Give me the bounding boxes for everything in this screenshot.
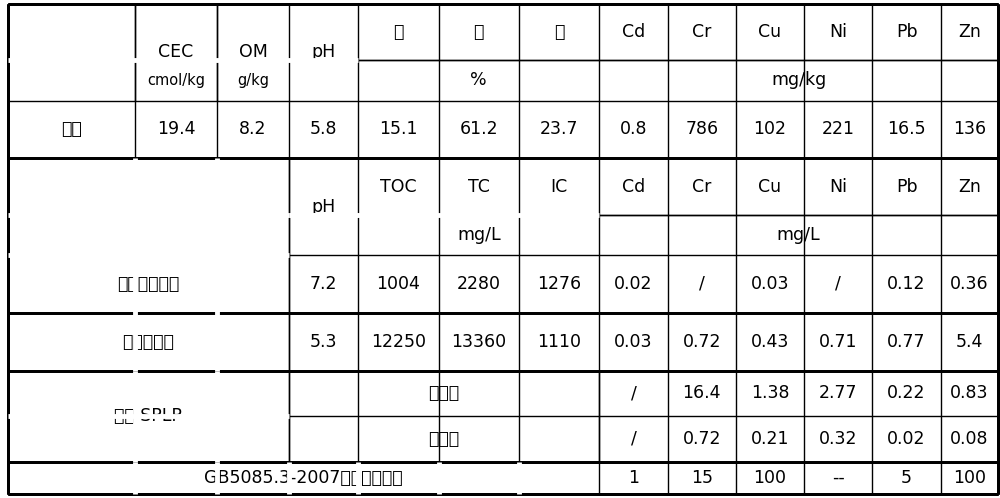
Text: CEC: CEC [158,43,194,61]
Text: GB5085.3-2007（危废标准）: GB5085.3-2007（危废标准） [204,469,403,487]
Text: 0.43: 0.43 [751,333,789,351]
Text: 粉: 粉 [474,23,484,41]
Text: 1276: 1276 [537,275,581,293]
Text: 2280: 2280 [457,275,501,293]
Text: /: / [631,384,636,402]
Text: pH: pH [311,198,336,216]
Text: Ni: Ni [829,177,847,196]
Text: Cr: Cr [692,23,711,41]
Text: 100: 100 [754,469,787,487]
Text: 1.38: 1.38 [751,384,789,402]
Text: pH: pH [311,43,336,61]
Text: 2.77: 2.77 [819,384,858,402]
Text: Zn: Zn [958,23,981,41]
Text: TC: TC [468,177,490,196]
Text: 0.02: 0.02 [614,275,653,293]
Text: 16.5: 16.5 [887,121,926,138]
Text: 沙: 沙 [393,23,404,41]
Text: 61.2: 61.2 [459,121,498,138]
Text: --: -- [832,469,845,487]
Text: 0.36: 0.36 [950,275,989,293]
Text: 0.72: 0.72 [683,430,721,448]
Text: /: / [699,275,705,293]
Text: TOC: TOC [380,177,417,196]
Text: 0.12: 0.12 [887,275,926,293]
Text: Cr: Cr [692,177,711,196]
Text: 15: 15 [691,469,713,487]
Text: 5: 5 [901,469,912,487]
Text: mg/L: mg/L [457,226,501,244]
Text: 7.2: 7.2 [310,275,337,293]
Text: 0.77: 0.77 [887,333,926,351]
Text: Cd: Cd [622,23,645,41]
Text: 15.1: 15.1 [379,121,418,138]
Text: 0.8: 0.8 [620,121,647,138]
Text: 1: 1 [628,469,639,487]
Text: 1004: 1004 [376,275,420,293]
Text: 100: 100 [953,469,986,487]
Text: mg/kg: mg/kg [771,71,826,90]
Text: Cu: Cu [758,177,782,196]
Text: 修复后: 修复后 [429,430,460,448]
Text: Pb: Pb [896,177,917,196]
Text: Pb: Pb [896,23,917,41]
Text: 102: 102 [754,121,787,138]
Text: Cd: Cd [622,177,645,196]
Text: 1110: 1110 [537,333,581,351]
Text: 12250: 12250 [371,333,426,351]
Text: g/kg: g/kg [237,73,269,88]
Text: 19.4: 19.4 [157,121,195,138]
Text: Zn: Zn [958,177,981,196]
Text: 23.7: 23.7 [540,121,578,138]
Text: 136: 136 [953,121,986,138]
Text: Cu: Cu [758,23,782,41]
Text: 0.83: 0.83 [950,384,989,402]
Text: Ni: Ni [829,23,847,41]
Text: 修复前: 修复前 [429,384,460,402]
Text: OM: OM [239,43,267,61]
Text: 土壤 SPLP: 土壤 SPLP [114,407,182,425]
Text: %: % [470,71,487,90]
Text: 13360: 13360 [451,333,506,351]
Text: 粘: 粘 [554,23,564,41]
Text: 5.8: 5.8 [310,121,337,138]
Text: 0.72: 0.72 [683,333,721,351]
Text: /: / [835,275,841,293]
Text: 0.02: 0.02 [887,430,926,448]
Text: IC: IC [551,177,568,196]
Text: cmol/kg: cmol/kg [147,73,205,88]
Text: 5.4: 5.4 [956,333,983,351]
Text: 新鲜沥出液: 新鲜沥出液 [122,333,174,351]
Text: /: / [631,430,636,448]
Text: 786: 786 [685,121,718,138]
Text: 长填龄渗滤液: 长填龄渗滤液 [117,275,180,293]
Text: 0.22: 0.22 [887,384,926,402]
Text: 0.08: 0.08 [950,430,989,448]
Text: 0.03: 0.03 [614,333,653,351]
Text: 0.21: 0.21 [751,430,789,448]
Text: 8.2: 8.2 [239,121,267,138]
Text: 0.71: 0.71 [819,333,858,351]
Text: 0.32: 0.32 [819,430,858,448]
Text: 221: 221 [822,121,855,138]
Text: 5.3: 5.3 [310,333,337,351]
Text: mg/L: mg/L [777,226,820,244]
Text: 16.4: 16.4 [683,384,721,402]
Text: 0.03: 0.03 [751,275,789,293]
Text: 土壤: 土壤 [61,121,82,138]
